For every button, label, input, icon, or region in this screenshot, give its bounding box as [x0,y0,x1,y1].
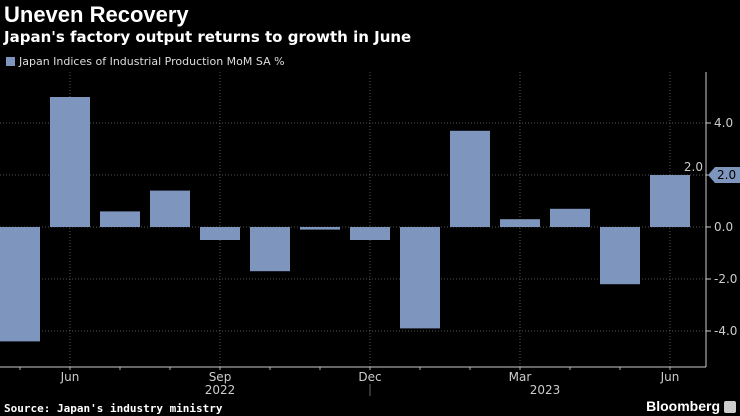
bar [100,211,140,227]
legend-swatch [6,57,15,66]
bar [150,190,190,227]
y-tick-label: -4.0 [714,324,737,338]
chart-title: Uneven Recovery [4,2,189,27]
legend: Japan Indices of Industrial Production M… [6,55,285,68]
x-tick-label: Jun [660,370,680,384]
bar [300,227,340,230]
bar [400,227,440,329]
x-tick-label: Jun [60,370,80,384]
y-tick-label: -2.0 [714,272,737,286]
chart-subtitle: Japan's factory output returns to growth… [4,28,412,46]
source-note: Source: Japan's industry ministry [4,402,223,415]
last-value-badge [708,167,740,183]
bar [550,208,590,227]
x-tick-label: Mar [509,370,532,384]
y-tick-label: 2.0 [684,160,703,174]
bar [0,227,40,342]
bar [350,227,390,240]
bloomberg-logo: Bloomberg [646,398,720,414]
y-tick-label: 0.0 [714,220,733,234]
y-tick-label: 4.0 [714,116,733,130]
legend-label: Japan Indices of Industrial Production M… [19,55,285,68]
x-tick-label: Sep [209,370,232,384]
bar [650,175,690,227]
bar [500,219,540,227]
bar [200,227,240,240]
bloomberg-icon [724,401,736,413]
x-tick-label: Dec [358,370,381,384]
bar [600,227,640,285]
year-label: 2023 [530,383,561,397]
bar [250,227,290,272]
bar [50,97,90,227]
last-value-label: 2.0 [717,168,736,182]
year-label: 2022 [205,383,236,397]
bar [450,130,490,227]
